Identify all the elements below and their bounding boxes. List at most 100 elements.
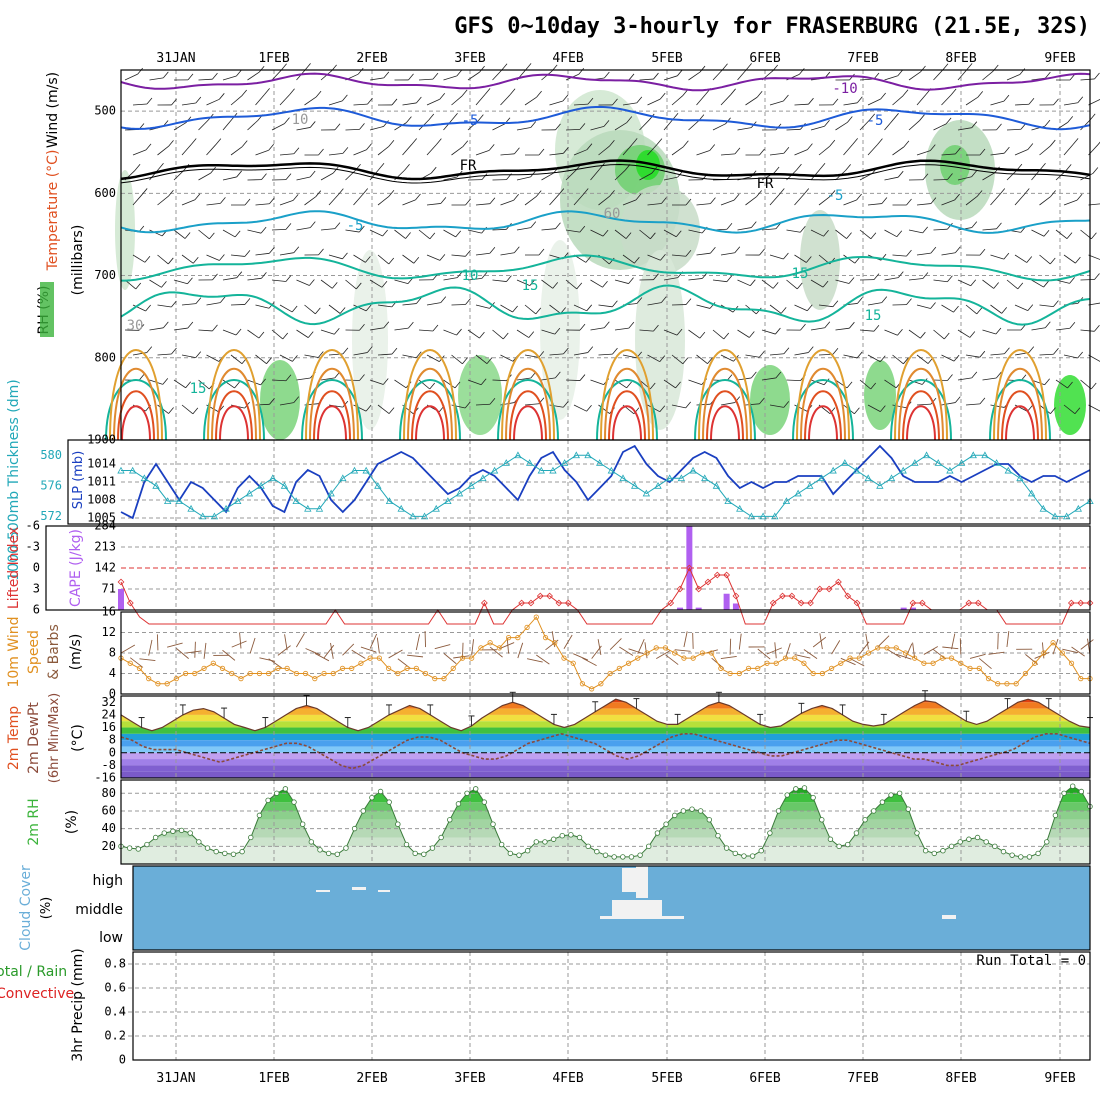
rh-point [836, 843, 842, 850]
wind-barb [573, 404, 587, 412]
wind-point [284, 665, 290, 671]
wind-barb [573, 653, 589, 661]
thickness-point [304, 504, 312, 512]
thickness-point [992, 459, 1001, 466]
wind-barb [849, 321, 855, 329]
date-tick-top: 5FEB [651, 51, 682, 66]
rh-contour-fill [636, 150, 660, 180]
thickness-point [560, 459, 569, 466]
wind-barb [810, 125, 825, 131]
wind-barb [674, 649, 691, 652]
wind-barb [688, 278, 703, 281]
wind-barb [558, 188, 565, 195]
wind-barb [261, 173, 267, 180]
wind-barb [467, 277, 482, 281]
wind-barb [360, 646, 377, 653]
rh-contour-fill [620, 185, 700, 275]
wind-barb [1049, 257, 1056, 265]
wind-point [736, 670, 742, 677]
wind-barb [737, 227, 752, 231]
wind-barb [440, 296, 447, 303]
wind-barb [720, 94, 731, 106]
wind-barb [1006, 74, 1021, 81]
thickness-point [677, 474, 686, 482]
wind-barb [383, 120, 389, 127]
wind-barb [966, 63, 973, 70]
wind-barb [1071, 646, 1085, 657]
wind-barb [660, 254, 666, 261]
wind-barb [1044, 119, 1051, 127]
wind-barb [653, 324, 659, 332]
wind-point [995, 681, 1001, 687]
thickness-point [140, 474, 149, 482]
wind-barb [555, 371, 561, 379]
rh-point [325, 850, 332, 857]
wind-barb [941, 402, 956, 406]
wind-barb [1074, 407, 1081, 415]
temp-contour [120, 72, 1091, 92]
rh-point [490, 821, 496, 827]
wind-barb [1072, 138, 1079, 145]
wind-barb [219, 254, 225, 261]
wind-barb [465, 298, 471, 305]
thickness-point [210, 512, 219, 520]
wind-barb [1063, 254, 1076, 264]
wind-barb [492, 228, 507, 231]
wind-barb [712, 69, 723, 81]
wind-barb [269, 197, 275, 205]
wind-barb [426, 98, 440, 106]
wind-barb [549, 100, 564, 106]
wind-barb [563, 147, 569, 154]
cape-bar [909, 607, 916, 610]
rh-point [1000, 848, 1007, 855]
wind-barb [1006, 128, 1022, 131]
wind-barb [212, 324, 218, 332]
wind-barb [369, 279, 383, 288]
wind-barb [796, 282, 803, 290]
wind-point [339, 665, 346, 671]
thickness-point [187, 504, 195, 512]
wind-barb [947, 374, 953, 381]
rh-point [360, 808, 366, 814]
wind-barb [906, 249, 912, 257]
wind-barb [582, 657, 597, 666]
temp-band [121, 740, 1090, 747]
temp-contour [113, 367, 159, 441]
wind-barb [626, 116, 633, 123]
wind-barb [737, 69, 747, 81]
tick-label: 572 [40, 509, 62, 523]
precip-total-label: Total / Rain [0, 964, 67, 980]
wind-point [312, 676, 318, 682]
chart-title: GFS 0~10day 3-hourly for FRASERBURG (21.… [454, 14, 1090, 39]
wind-barb [351, 649, 366, 659]
wind-barb [892, 95, 904, 106]
wind-barb [1045, 71, 1051, 79]
wind-barb [683, 631, 688, 648]
wind-barb [759, 351, 765, 358]
wind-barb [149, 77, 164, 81]
temp-contour [305, 349, 359, 441]
wind-barb [538, 351, 545, 358]
axis-label: 2m Temp [6, 706, 22, 770]
rh-point [784, 792, 790, 798]
wind-barb [443, 653, 457, 665]
wind-barb [230, 146, 243, 156]
wind-barb [1014, 149, 1029, 156]
wind-barb [660, 296, 667, 303]
wind-barb [506, 275, 512, 282]
wind-barb [1065, 164, 1072, 171]
thickness-point [1039, 504, 1047, 512]
wind-barb [688, 229, 703, 234]
wind-barb [132, 149, 147, 156]
wind-barb [625, 232, 632, 239]
tick-label: 0.6 [104, 981, 126, 995]
thickness-point [934, 459, 942, 466]
temp-contour [694, 379, 756, 441]
temp-contour [121, 405, 151, 441]
wind-barb [145, 304, 151, 312]
wind-barb [671, 254, 686, 257]
wind-barb [524, 196, 537, 206]
wind-barb [231, 640, 247, 648]
wind-barb [806, 256, 812, 263]
wind-point [173, 676, 179, 682]
